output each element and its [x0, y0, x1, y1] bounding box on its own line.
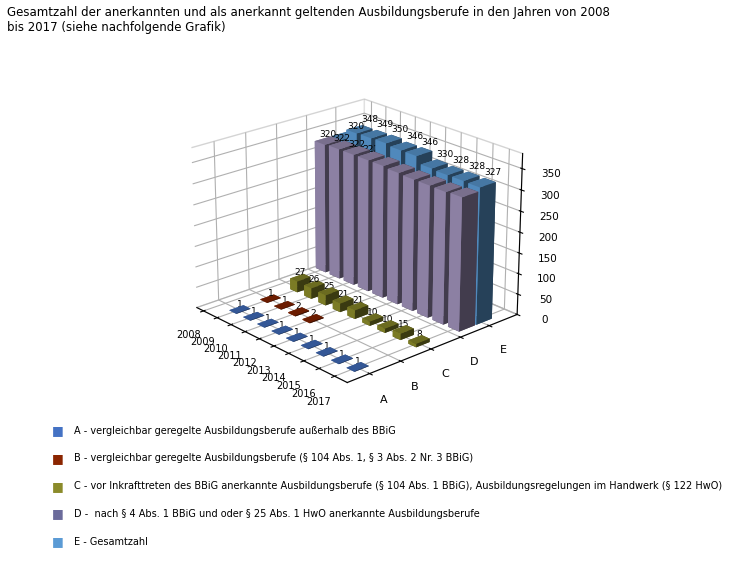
Text: ■: ■	[52, 507, 64, 520]
Text: ■: ■	[52, 535, 64, 548]
Text: B - vergleichbar geregelte Ausbildungsberufe (§ 104 Abs. 1, § 3 Abs. 2 Nr. 3 BBi: B - vergleichbar geregelte Ausbildungsbe…	[74, 453, 473, 464]
Text: C - vor Inkrafttreten des BBiG anerkannte Ausbildungsberufe (§ 104 Abs. 1 BBiG),: C - vor Inkrafttreten des BBiG anerkannt…	[74, 481, 722, 491]
Text: ■: ■	[52, 452, 64, 465]
Text: ■: ■	[52, 480, 64, 492]
Text: E - Gesamtzahl: E - Gesamtzahl	[74, 536, 148, 547]
Text: ■: ■	[52, 424, 64, 437]
Text: Gesamtzahl der anerkannten und als anerkannt geltenden Ausbildungsberufe in den : Gesamtzahl der anerkannten und als anerk…	[7, 6, 610, 34]
Text: A - vergleichbar geregelte Ausbildungsberufe außerhalb des BBiG: A - vergleichbar geregelte Ausbildungsbe…	[74, 425, 396, 436]
Text: D -  nach § 4 Abs. 1 BBiG und oder § 25 Abs. 1 HwO anerkannte Ausbildungsberufe: D - nach § 4 Abs. 1 BBiG und oder § 25 A…	[74, 509, 480, 519]
